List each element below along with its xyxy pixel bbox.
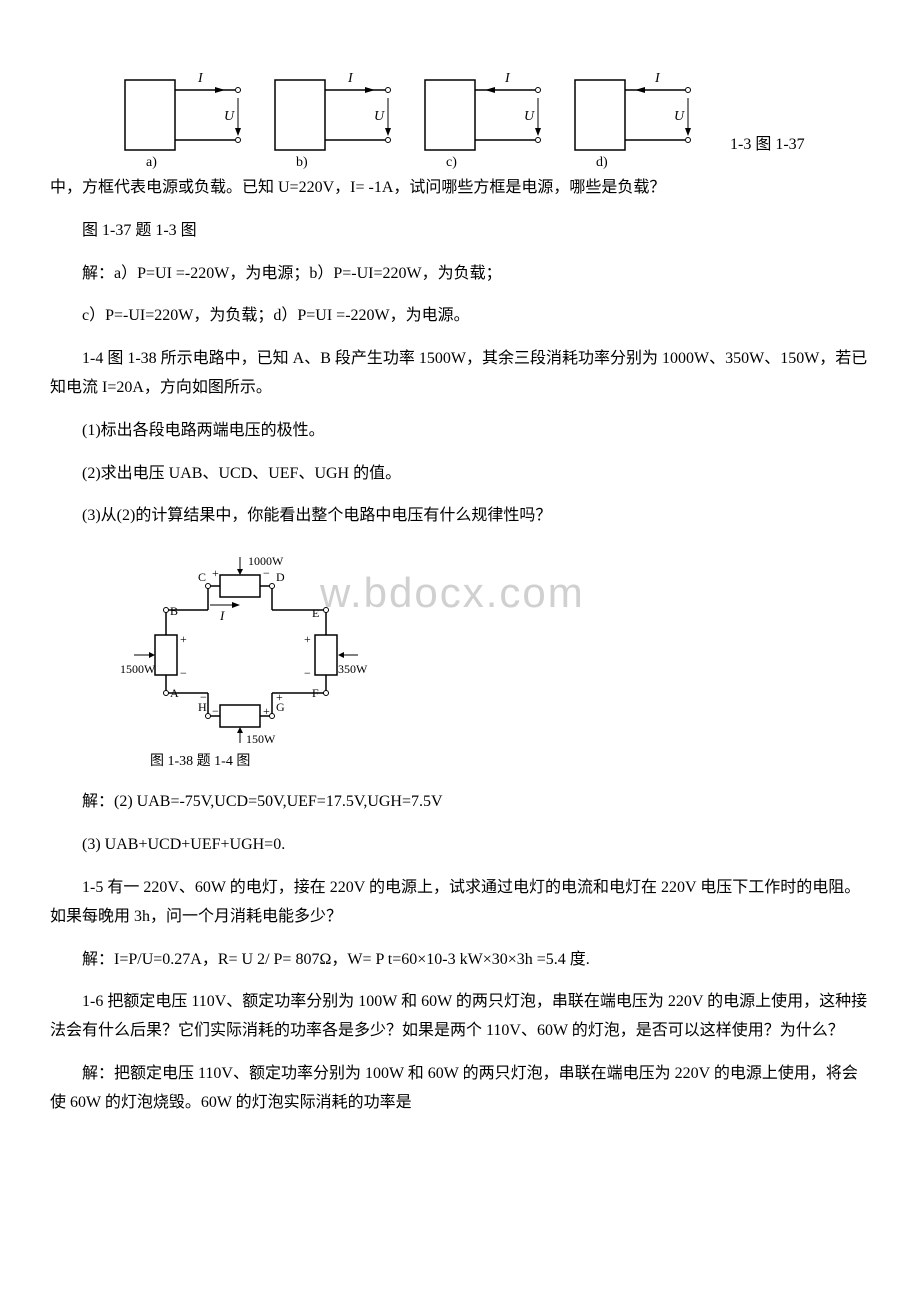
- svg-text:U: U: [374, 109, 385, 124]
- diagram-d: I U d): [570, 60, 700, 160]
- paragraph-5: 1-4 图 1-38 所示电路中，已知 A、B 段产生功率 1500W，其余三段…: [50, 345, 870, 403]
- svg-text:I: I: [654, 71, 661, 86]
- paragraph-14: 解：把额定电压 110V、额定功率分别为 100W 和 60W 的两只灯泡，串联…: [50, 1060, 870, 1118]
- svg-text:a): a): [146, 155, 157, 170]
- svg-text:+: +: [304, 632, 311, 646]
- paragraph-12: 解：I=P/U=0.27A，R= U 2/ P= 807Ω，W= P t=60×…: [50, 946, 870, 975]
- svg-text:−: −: [180, 666, 187, 680]
- svg-text:U: U: [674, 109, 685, 124]
- diagram-a: I U a): [120, 60, 250, 160]
- svg-text:E: E: [312, 606, 319, 620]
- paragraph-2: 图 1-37 题 1-3 图: [50, 217, 870, 246]
- svg-text:+: +: [180, 632, 187, 646]
- svg-text:+: +: [212, 566, 219, 580]
- svg-text:−: −: [263, 566, 270, 580]
- paragraph-11: 1-5 有一 220V、60W 的电灯，接在 220V 的电源上，试求通过电灯的…: [50, 874, 870, 932]
- paragraph-3: 解：a）P=UI =-220W，为电源；b）P=-UI=220W，为负载；: [50, 260, 870, 289]
- figure-1-38: w.bdocx.com: [120, 545, 870, 774]
- paragraph-4: c）P=-UI=220W，为负载；d）P=UI =-220W，为电源。: [50, 302, 870, 331]
- svg-text:C: C: [198, 570, 206, 584]
- paragraph-13: 1-6 把额定电压 110V、额定功率分别为 100W 和 60W 的两只灯泡，…: [50, 988, 870, 1046]
- svg-text:+: +: [276, 690, 283, 704]
- label-150w: 150W: [246, 732, 276, 745]
- svg-text:I: I: [197, 71, 204, 86]
- paragraph-6: (1)标出各段电路两端电压的极性。: [50, 417, 870, 446]
- svg-text:U: U: [224, 109, 235, 124]
- paragraph-1: 中，方框代表电源或负载。已知 U=220V，I= -1A，试问哪些方框是电源，哪…: [50, 174, 870, 203]
- svg-text:−: −: [212, 704, 219, 718]
- fig1-trailing: 1-3 图 1-37: [730, 131, 805, 160]
- svg-text:B: B: [170, 604, 178, 618]
- paragraph-9: 解：(2) UAB=-75V,UCD=50V,UEF=17.5V,UGH=7.5…: [50, 788, 870, 817]
- figure-1-37: I U a) I U b) I: [120, 60, 870, 160]
- diagram-c: I U c): [420, 60, 550, 160]
- paragraph-8: (3)从(2)的计算结果中，你能看出整个电路中电压有什么规律性吗？: [50, 502, 870, 531]
- diagram-b: I U b): [270, 60, 400, 160]
- fig2-caption: 图 1-38 题 1-4 图: [150, 749, 870, 774]
- svg-text:I: I: [347, 71, 354, 86]
- svg-text:+: +: [263, 704, 270, 718]
- svg-text:U: U: [524, 109, 535, 124]
- svg-text:c): c): [446, 155, 457, 170]
- svg-text:d): d): [596, 155, 608, 170]
- svg-text:b): b): [296, 155, 308, 170]
- svg-text:A: A: [170, 686, 179, 700]
- svg-text:−: −: [200, 690, 207, 704]
- paragraph-10: (3) UAB+UCD+UEF+UGH=0.: [50, 831, 870, 860]
- label-1500w: 1500W: [120, 662, 156, 676]
- label-350w: 350W: [338, 662, 368, 676]
- svg-text:D: D: [276, 570, 285, 584]
- paragraph-7: (2)求出电压 UAB、UCD、UEF、UGH 的值。: [50, 460, 870, 489]
- svg-text:−: −: [304, 666, 311, 680]
- svg-text:F: F: [312, 686, 319, 700]
- svg-text:I: I: [504, 71, 511, 86]
- label-I: I: [219, 608, 225, 623]
